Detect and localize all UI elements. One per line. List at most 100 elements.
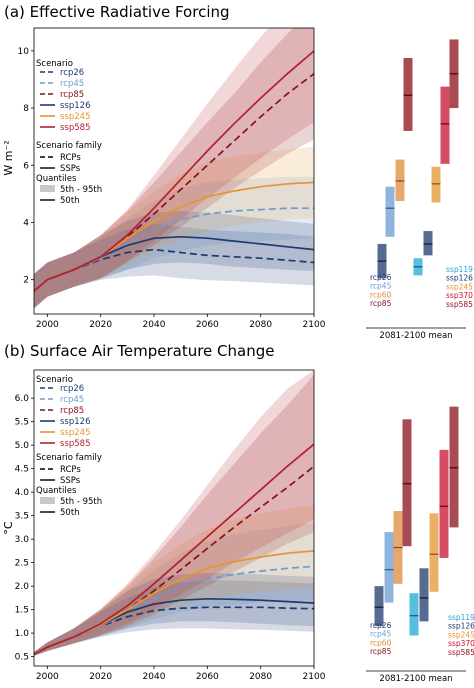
panel-a-title: (a) Effective Radiative Forcing xyxy=(4,3,230,21)
legend-family-title: Scenario family xyxy=(36,453,102,463)
y-tick-label: 6.0 xyxy=(15,394,30,404)
side-label-rcp85: rcp85 xyxy=(370,647,392,656)
legend-quantile-median: 50th xyxy=(60,508,80,518)
panel-b-axes: 2000 2020 2040 2060 2080 2100 0.5 1.0 1.5 2.0 2.5 3… xyxy=(15,394,326,682)
panel-b-legend: Scenario rcp26rcp45rcp85ssp126ssp245ssp5… xyxy=(36,375,102,518)
legend-label-ssp245: ssp245 xyxy=(60,112,90,122)
legend-label-ssp126: ssp126 xyxy=(60,417,90,427)
side-panel-label: 2081-2100 mean xyxy=(379,331,452,341)
panel-a-ylabel: W m⁻² xyxy=(2,140,15,175)
side-label-rcp85: rcp85 xyxy=(370,299,392,308)
band-rcp85 xyxy=(34,28,314,309)
x-tick-label: 2040 xyxy=(143,672,166,682)
panel-b-ylabel: °C xyxy=(2,521,15,535)
legend-label-ssp585: ssp585 xyxy=(60,123,90,133)
legend-quantiles-title: Quantiles xyxy=(36,486,77,496)
range-bar-rcp45 xyxy=(384,532,394,603)
panel-a-plot-frame xyxy=(33,27,315,315)
band-ssp585 xyxy=(34,370,314,656)
side-label-ssp370: ssp370 xyxy=(448,639,474,648)
panel-a-side-panel: rcp26rcp45rcp60rcp85ssp119ssp126ssp245ss… xyxy=(366,39,473,341)
x-tick-label: 2020 xyxy=(89,320,112,330)
panel-b-lines xyxy=(34,443,314,656)
panel-b-side-panel: rcp26rcp45rcp60rcp85ssp119ssp126ssp245ss… xyxy=(366,406,474,684)
legend-label-ssp245: ssp245 xyxy=(60,428,90,438)
legend-scenario-title: Scenario xyxy=(36,59,73,69)
panel-a-legend: Scenario rcp26rcp45rcp85ssp126ssp245ssp5… xyxy=(36,59,102,206)
legend-family-rcp: RCPs xyxy=(60,153,81,163)
x-tick-label: 2080 xyxy=(249,320,272,330)
band-rcp45 xyxy=(34,176,314,309)
y-tick-label: 4.5 xyxy=(15,465,29,475)
band-rcp85 xyxy=(34,374,314,656)
side-panel-label: 2081-2100 mean xyxy=(379,674,452,684)
y-tick-label: 2.0 xyxy=(15,582,30,592)
legend-quantile-band: 5th - 95th xyxy=(60,185,102,195)
range-bar-ssp119 xyxy=(409,593,419,636)
legend-label-ssp126: ssp126 xyxy=(60,101,90,111)
band-ssp245 xyxy=(34,505,314,656)
y-tick-label: 10 xyxy=(18,47,30,57)
legend-label-rcp45: rcp45 xyxy=(60,79,84,89)
y-tick-label: 0.5 xyxy=(15,653,29,663)
y-tick-label: 8 xyxy=(23,104,29,114)
y-tick-label: 5.0 xyxy=(15,441,30,451)
side-label-ssp119: ssp119 xyxy=(448,613,474,622)
side-label-rcp60: rcp60 xyxy=(370,290,392,299)
panel-b-plot-frame xyxy=(33,369,315,667)
side-label-ssp245: ssp245 xyxy=(448,630,474,639)
range-bar-ssp245 xyxy=(429,513,439,592)
legend-label-ssp585: ssp585 xyxy=(60,439,90,449)
range-bar-ssp370 xyxy=(439,449,449,558)
legend-family-title: Scenario family xyxy=(36,141,102,151)
y-tick-label: 1.0 xyxy=(15,629,30,639)
band-ssp585 xyxy=(34,28,314,309)
legend-quantiles-title: Quantiles xyxy=(36,174,77,184)
side-label-ssp119: ssp119 xyxy=(446,265,473,274)
panel-a-bands xyxy=(34,28,314,309)
legend-label-rcp45: rcp45 xyxy=(60,395,84,405)
panel-a-lines xyxy=(34,50,314,292)
x-tick-label: 2100 xyxy=(303,320,326,330)
range-bar-ssp370 xyxy=(440,86,450,164)
side-label-ssp245: ssp245 xyxy=(446,282,473,291)
y-tick-label: 2.5 xyxy=(15,559,29,569)
legend-scenario-title: Scenario xyxy=(36,375,73,385)
side-label-ssp585: ssp585 xyxy=(446,300,473,309)
y-tick-label: 5.5 xyxy=(15,418,29,428)
x-tick-label: 2000 xyxy=(36,320,59,330)
range-bar-rcp45 xyxy=(385,186,395,237)
side-label-rcp60: rcp60 xyxy=(370,638,392,647)
x-tick-label: 2020 xyxy=(89,672,112,682)
legend-quantile-band: 5th - 95th xyxy=(60,497,102,507)
y-tick-label: 4.0 xyxy=(15,488,30,498)
band-rcp26 xyxy=(34,223,314,309)
band-ssp126 xyxy=(34,211,314,309)
x-tick-label: 2060 xyxy=(196,672,219,682)
panel-a: (a) Effective Radiative Forcing W m⁻² 20… xyxy=(2,3,473,341)
side-label-ssp126: ssp126 xyxy=(448,622,474,631)
y-tick-label: 4 xyxy=(23,218,29,228)
side-label-rcp45: rcp45 xyxy=(370,630,392,639)
panel-a-axes: 2000 2020 2040 2060 2080 2100 2 4 6 8 10 xyxy=(18,47,326,330)
legend-label-rcp26: rcp26 xyxy=(60,68,84,78)
x-tick-label: 2080 xyxy=(249,672,272,682)
y-tick-label: 3.5 xyxy=(15,512,29,522)
y-tick-label: 6 xyxy=(23,161,29,171)
x-tick-label: 2100 xyxy=(303,672,326,682)
legend-label-rcp26: rcp26 xyxy=(60,384,84,394)
y-tick-label: 3.0 xyxy=(15,535,30,545)
x-tick-label: 2060 xyxy=(196,320,219,330)
side-label-ssp126: ssp126 xyxy=(446,274,473,283)
band-ssp245 xyxy=(34,146,314,309)
legend-label-rcp85: rcp85 xyxy=(60,406,84,416)
y-tick-label: 2 xyxy=(23,276,29,286)
x-tick-label: 2040 xyxy=(143,320,166,330)
legend-family-ssp: SSPs xyxy=(60,476,81,486)
range-bar-rcp26 xyxy=(374,586,384,627)
panel-b-title: (b) Surface Air Temperature Change xyxy=(4,342,274,360)
panel-b: (b) Surface Air Temperature Change °C 20… xyxy=(2,342,474,684)
side-label-ssp585: ssp585 xyxy=(448,648,474,657)
range-bar-ssp126 xyxy=(419,568,429,622)
